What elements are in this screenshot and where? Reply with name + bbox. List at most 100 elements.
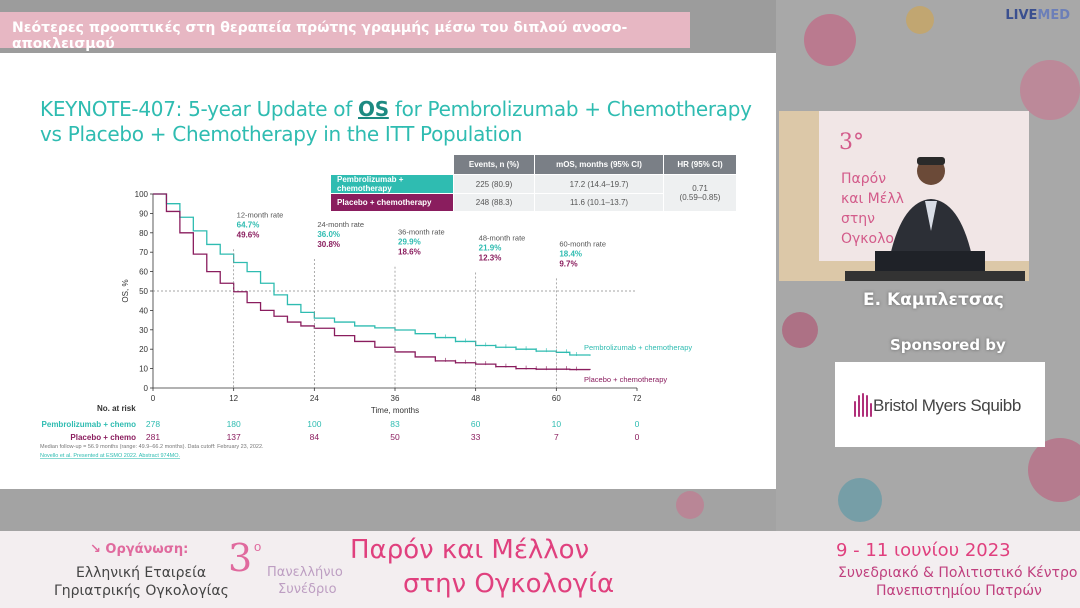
- rate-label: 24-month rate: [317, 220, 364, 229]
- x-tick-label: 60: [552, 394, 561, 403]
- venue-line1: Συνεδριακό & Πολιτιστικό Κέντρο: [838, 565, 1078, 581]
- svg-text:Ογκολο: Ογκολο: [841, 231, 894, 247]
- organizer-line1: Ελληνική Εταιρεία: [76, 565, 207, 581]
- y-tick-label: 50: [139, 287, 148, 296]
- km-curve-pembro: [153, 193, 591, 356]
- y-tick-label: 30: [139, 326, 148, 335]
- at-risk-value: 180: [227, 419, 241, 429]
- rate-value-placebo: 49.6%: [237, 230, 260, 239]
- livemed-logo: LIVEMED: [1005, 8, 1070, 23]
- bms-hand-icon: [854, 393, 872, 417]
- rate-label: 36-month rate: [398, 228, 445, 237]
- rate-value-pembro: 29.9%: [398, 238, 421, 247]
- header-events: Events, n (%): [454, 155, 534, 174]
- at-risk-value: 0: [635, 432, 640, 442]
- row-label-placebo: Placebo + chemotherapy: [331, 194, 453, 211]
- rate-value-pembro: 36.0%: [317, 230, 340, 239]
- at-risk-row-label: Pembrolizumab + chemo: [42, 420, 137, 429]
- at-risk-value: 281: [146, 432, 160, 442]
- at-risk-value: 7: [554, 432, 559, 442]
- congress-line1: Πανελλήνιο: [267, 565, 343, 580]
- rate-label: 48-month rate: [479, 234, 526, 243]
- mos-pembro: 17.2 (14.4–19.7): [535, 175, 663, 193]
- x-tick-label: 24: [310, 394, 319, 403]
- at-risk-value: 83: [390, 419, 400, 429]
- session-banner: Νεότερες προοπτικές στη θεραπεία πρώτης …: [0, 12, 690, 52]
- row-label-pembro: Pembrolizumab + chemotherapy: [331, 175, 453, 193]
- x-tick-label: 0: [151, 394, 156, 403]
- at-risk-value: 50: [390, 432, 400, 442]
- y-tick-label: 20: [139, 345, 148, 354]
- y-tick-label: 60: [139, 268, 148, 277]
- speaker-name: Ε. Καμπλετσας: [863, 290, 1004, 310]
- svg-text:3°: 3°: [839, 130, 864, 155]
- events-pembro: 225 (80.9): [454, 175, 534, 193]
- series-label-pembro: Pembrolizumab + chemotherapy: [584, 343, 692, 352]
- venue-line2: Πανεπιστημίου Πατρών: [876, 583, 1042, 599]
- rate-value-placebo: 9.7%: [559, 259, 577, 268]
- sponsor-logo-box: Bristol Myers Squibb: [835, 362, 1045, 447]
- hr-ci: (0.59–0.85): [679, 193, 721, 202]
- x-tick-label: 36: [391, 394, 400, 403]
- at-risk-value: 137: [227, 432, 241, 442]
- hr-value: 0.71: [692, 184, 708, 193]
- y-tick-label: 80: [139, 229, 148, 238]
- rate-label: 12-month rate: [237, 210, 284, 219]
- x-tick-label: 12: [229, 394, 238, 403]
- header-mos: mOS, months (95% CI): [535, 155, 663, 174]
- svg-text:στην: στην: [841, 211, 875, 227]
- x-tick-label: 72: [633, 394, 642, 403]
- header-hr: HR (95% CI): [664, 155, 736, 174]
- congress-number-sup: ο: [254, 539, 262, 554]
- y-tick-label: 100: [135, 190, 149, 199]
- rate-value-placebo: 12.3%: [479, 254, 502, 263]
- x-axis-title: Time, months: [371, 406, 419, 415]
- organizer-label: ↘ Οργάνωση:: [90, 542, 189, 557]
- svg-text:και Μέλλ: και Μέλλ: [841, 191, 904, 207]
- at-risk-title: No. at risk: [97, 404, 136, 413]
- at-risk-value: 33: [471, 432, 481, 442]
- sponsor-name: Bristol Myers Squibb: [873, 396, 1021, 415]
- organizer-line2: Γηριατρικής Ογκολογίας: [54, 583, 229, 599]
- rate-value-pembro: 18.4%: [559, 249, 582, 258]
- presentation-slide: KEYNOTE-407: 5-year Update of OS for Pem…: [0, 53, 776, 489]
- footnote-followup: Median follow-up = 56.9 months (range: 4…: [40, 444, 264, 450]
- hazard-ratio-table: Events, n (%) mOS, months (95% CI) HR (9…: [330, 154, 737, 212]
- at-risk-value: 0: [635, 419, 640, 429]
- congress-title-line2: στην Ογκολογία: [403, 569, 615, 599]
- hr-cell: 0.71 (0.59–0.85): [664, 175, 736, 211]
- rate-value-pembro: 21.9%: [479, 244, 502, 253]
- congress-title-line1: Παρόν και Μέλλον: [350, 535, 590, 565]
- y-tick-label: 90: [139, 209, 148, 218]
- congress-line2: Συνέδριο: [278, 582, 337, 597]
- rate-value-pembro: 64.7%: [237, 220, 260, 229]
- congress-number: 3: [228, 536, 253, 580]
- congress-date: 9 - 11 ιουνίου 2023: [836, 540, 1011, 561]
- at-risk-value: 60: [471, 419, 481, 429]
- at-risk-value: 100: [307, 419, 321, 429]
- mos-placebo: 11.6 (10.1–13.7): [535, 194, 663, 211]
- y-tick-label: 70: [139, 248, 148, 257]
- at-risk-value: 278: [146, 419, 160, 429]
- speaker-video-frame: 3° Παρόν και Μέλλ στην Ογκολο: [779, 111, 1029, 281]
- x-tick-label: 48: [471, 394, 480, 403]
- speaker-video: 3° Παρόν και Μέλλ στην Ογκολο: [779, 111, 1029, 281]
- footnote-reference: Novello et al. Presented at ESMO 2022. A…: [40, 453, 180, 459]
- events-placebo: 248 (88.3): [454, 194, 534, 211]
- rate-value-placebo: 18.6%: [398, 248, 421, 257]
- km-curve-placebo: [153, 193, 591, 371]
- at-risk-row-label: Placebo + chemo: [70, 433, 136, 442]
- y-tick-label: 40: [139, 306, 148, 315]
- y-tick-label: 0: [144, 384, 149, 393]
- at-risk-value: 10: [552, 419, 562, 429]
- congress-footer: ↘ Οργάνωση: Ελληνική Εταιρεία Γηριατρική…: [0, 531, 1080, 608]
- rate-label: 60-month rate: [559, 239, 606, 248]
- sponsored-label: Sponsored by: [890, 336, 1006, 354]
- series-label-placebo: Placebo + chemotherapy: [584, 375, 667, 384]
- svg-text:Παρόν: Παρόν: [841, 171, 886, 187]
- y-tick-label: 10: [139, 365, 148, 374]
- slide-title: KEYNOTE-407: 5-year Update of OS for Pem…: [40, 97, 752, 146]
- rate-value-placebo: 30.8%: [317, 240, 340, 249]
- y-axis-title: OS, %: [121, 279, 130, 302]
